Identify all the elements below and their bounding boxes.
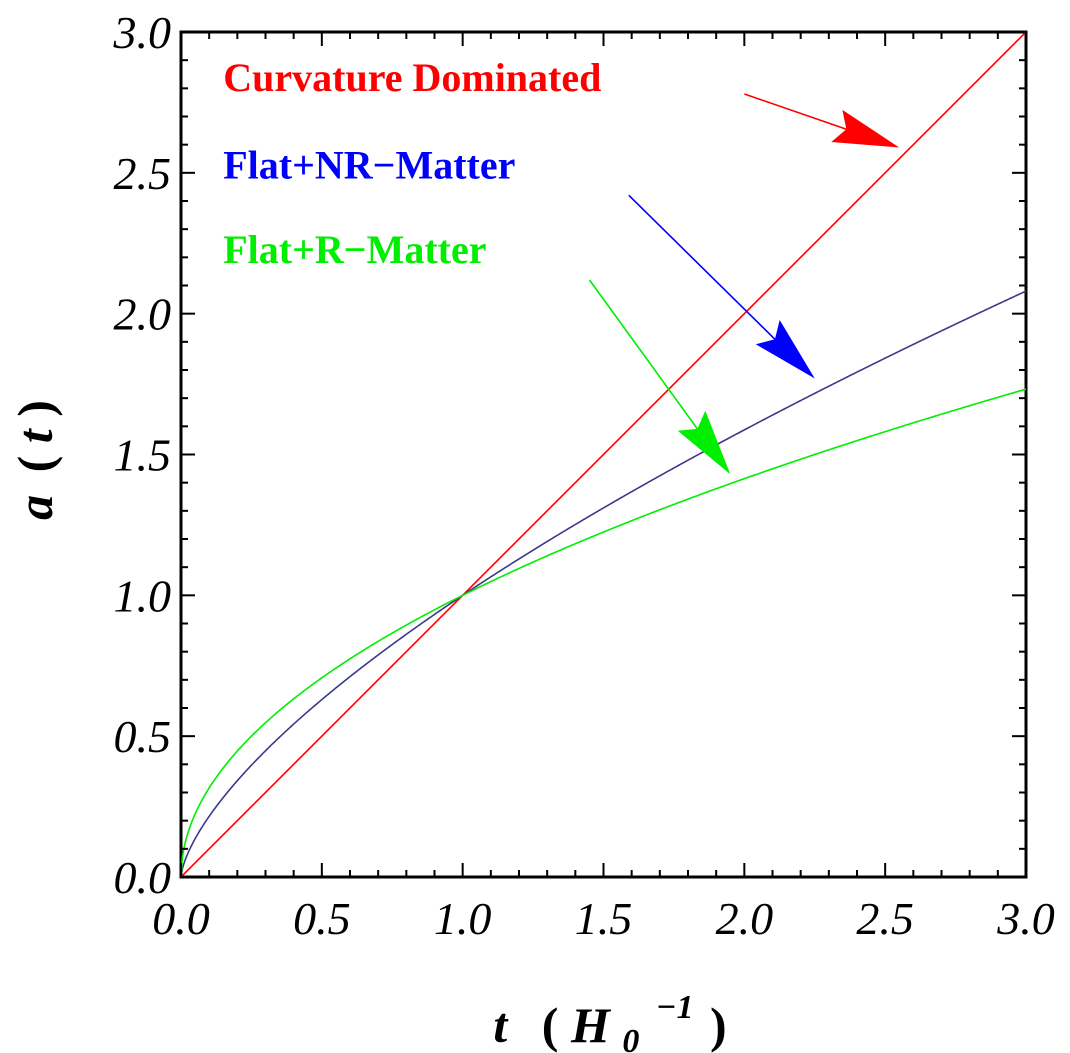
x-tick-label: 1.5 bbox=[575, 893, 633, 944]
legend-label-r: Flat+R−Matter bbox=[223, 227, 486, 272]
y-tick-label: 1.5 bbox=[114, 430, 172, 481]
arrow-shaft-nr bbox=[628, 194, 776, 340]
arrow-head-r bbox=[677, 410, 731, 475]
arrow-head-curvature bbox=[831, 109, 900, 148]
x-tick-label: 0.0 bbox=[152, 893, 210, 944]
y-axis-t: t bbox=[7, 427, 63, 443]
y-tick-label: 1.0 bbox=[114, 570, 172, 621]
y-axis-paren-close: ) bbox=[7, 400, 63, 417]
x-axis-unit-superscript: −1 bbox=[656, 989, 694, 1026]
y-axis-paren-open: ( bbox=[7, 456, 63, 473]
legend-label-nr: Flat+NR−Matter bbox=[223, 142, 515, 187]
series-line-r bbox=[180, 388, 1027, 878]
x-tick-label: 1.0 bbox=[434, 893, 492, 944]
x-tick-label: 3.0 bbox=[996, 893, 1055, 944]
y-axis-label: a ( t ) bbox=[7, 400, 63, 520]
x-tick-label: 2.5 bbox=[856, 893, 914, 944]
arrow-head-nr bbox=[755, 320, 815, 379]
x-tick-label: 2.0 bbox=[716, 893, 774, 944]
x-axis-unit-subscript: 0 bbox=[622, 1023, 639, 1053]
y-axis-var: a bbox=[7, 495, 63, 520]
series-line-nr bbox=[180, 290, 1027, 878]
series-curves bbox=[180, 31, 1027, 878]
x-axis-label: t ( H 0 −1 ) bbox=[493, 973, 726, 1053]
arrow-shaft-r bbox=[588, 279, 699, 430]
x-tick-label: 0.5 bbox=[293, 893, 351, 944]
legend-label-curvature: Curvature Dominated bbox=[223, 55, 601, 100]
y-tick-label: 0.5 bbox=[114, 711, 172, 762]
x-axis-paren-close: ) bbox=[710, 997, 727, 1053]
tick-labels: 0.0 0.5 1.0 1.5 2.0 2.5 3.0 0.0 0.5 1.0 1.5 2.0 2.5 3… bbox=[113, 7, 1055, 944]
arrow-shaft-curvature bbox=[744, 93, 847, 130]
x-axis-paren-open: ( bbox=[542, 997, 559, 1053]
x-axis-unit: H bbox=[570, 997, 612, 1053]
axis-ticks bbox=[180, 31, 1027, 878]
y-tick-label: 2.5 bbox=[114, 148, 172, 199]
annotations: Curvature Dominated Flat+NR−Matter Flat+R−… bbox=[223, 55, 900, 475]
y-tick-label: 2.0 bbox=[114, 289, 172, 340]
y-tick-label: 0.0 bbox=[114, 852, 172, 903]
x-axis-var: t bbox=[493, 997, 509, 1053]
y-tick-label: 3.0 bbox=[113, 7, 172, 58]
series-line-curvature bbox=[180, 31, 1027, 878]
